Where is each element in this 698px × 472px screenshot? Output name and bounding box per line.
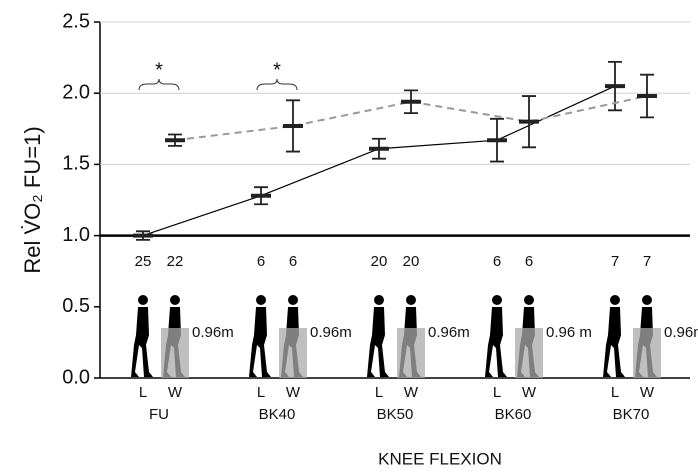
height-label: 0.96m [310, 324, 352, 341]
figure-body [603, 307, 625, 377]
category-label: BK40 [259, 406, 296, 423]
series-label: L [139, 384, 147, 401]
y-tick-label: 1.0 [62, 224, 90, 246]
figure-head [642, 295, 652, 305]
figure-body [131, 307, 153, 377]
category-label: BK50 [377, 406, 414, 423]
n-label: 25 [135, 253, 152, 270]
series-label: L [493, 384, 501, 401]
figure [603, 295, 625, 377]
figure-head [374, 295, 384, 305]
figure-head [406, 295, 416, 305]
series-label: W [286, 384, 301, 401]
height-box [279, 328, 307, 378]
n-label: 20 [403, 253, 420, 270]
figure-head [256, 295, 266, 305]
figure-head [138, 295, 148, 305]
figure [485, 295, 507, 377]
figure-head [170, 295, 180, 305]
series-label: L [611, 384, 619, 401]
category-label: BK70 [613, 406, 650, 423]
significance-label: * [155, 59, 163, 81]
series-label: W [404, 384, 419, 401]
figure [249, 295, 271, 377]
page: {"chart_data": {"type": "line", "y_label… [0, 0, 698, 472]
category-label: BK60 [495, 406, 532, 423]
y-tick-label: 0.0 [62, 366, 90, 388]
significance-label: * [273, 59, 281, 81]
figure-body [485, 307, 507, 377]
y-axis-label: Rel V̇O₂ FU=1) [20, 126, 45, 273]
height-box [515, 328, 543, 378]
figure-head [524, 295, 534, 305]
x-axis-label: KNEE FLEXION [378, 449, 502, 468]
n-label: 6 [493, 253, 501, 270]
y-tick-label: 1.5 [62, 153, 90, 175]
figure [161, 295, 189, 378]
figure [367, 295, 389, 377]
figure [131, 295, 153, 377]
figure [397, 295, 425, 378]
n-label: 6 [289, 253, 297, 270]
figure [279, 295, 307, 378]
series-label: W [640, 384, 655, 401]
chart: Rel V̇O₂ FU=1) KNEE FLEXION 0.0 0.5 1.0 1.5… [0, 0, 698, 472]
figure [633, 295, 661, 378]
n-label: 7 [611, 253, 619, 270]
n-label: 20 [371, 253, 388, 270]
figure-body [367, 307, 389, 377]
figure-head [610, 295, 620, 305]
height-label: 0.96 m [546, 324, 592, 341]
height-label: 0.96m [428, 324, 470, 341]
figure-body [249, 307, 271, 377]
height-box [633, 328, 661, 378]
series-label: L [375, 384, 383, 401]
figure-head [288, 295, 298, 305]
category-label: FU [149, 406, 169, 423]
figure [515, 295, 543, 378]
y-tick-label: 0.5 [62, 295, 90, 317]
height-box [161, 328, 189, 378]
y-tick-label: 2.5 [62, 10, 90, 32]
series-label: W [168, 384, 183, 401]
n-label: 6 [257, 253, 265, 270]
y-tick-label: 2.0 [62, 81, 90, 103]
series-label: L [257, 384, 265, 401]
figure-head [492, 295, 502, 305]
height-box [397, 328, 425, 378]
n-label: 7 [643, 253, 651, 270]
height-label: 0.96m [664, 324, 698, 341]
n-label: 22 [167, 253, 184, 270]
height-label: 0.96m [192, 324, 234, 341]
n-label: 6 [525, 253, 533, 270]
series-label: W [522, 384, 537, 401]
